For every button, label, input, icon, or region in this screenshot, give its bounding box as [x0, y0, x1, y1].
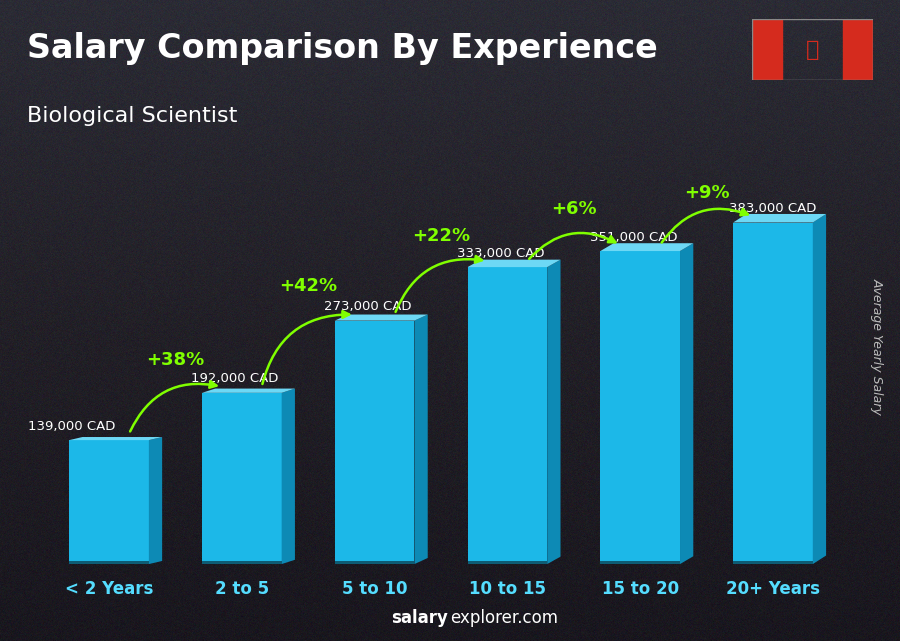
Text: 20+ Years: 20+ Years — [726, 581, 820, 599]
Polygon shape — [600, 243, 693, 251]
Text: +9%: +9% — [684, 184, 729, 202]
Text: 10 to 15: 10 to 15 — [469, 581, 546, 599]
Polygon shape — [69, 437, 162, 440]
Bar — [69, 561, 148, 564]
Text: +6%: +6% — [551, 200, 597, 218]
Text: +42%: +42% — [279, 277, 338, 295]
Bar — [468, 561, 547, 564]
Bar — [600, 561, 680, 564]
Text: salary: salary — [392, 609, 448, 627]
Bar — [202, 393, 282, 564]
Text: 273,000 CAD: 273,000 CAD — [324, 300, 411, 313]
Text: 351,000 CAD: 351,000 CAD — [590, 231, 678, 244]
Text: +22%: +22% — [412, 227, 470, 245]
Polygon shape — [335, 315, 428, 320]
Bar — [202, 561, 282, 564]
Polygon shape — [734, 214, 826, 222]
Text: 139,000 CAD: 139,000 CAD — [28, 420, 115, 433]
Text: < 2 Years: < 2 Years — [65, 581, 153, 599]
Text: Biological Scientist: Biological Scientist — [27, 106, 238, 126]
Bar — [752, 19, 782, 80]
Polygon shape — [282, 388, 295, 564]
Bar — [335, 320, 414, 564]
Polygon shape — [148, 437, 162, 564]
Text: 383,000 CAD: 383,000 CAD — [729, 202, 816, 215]
Polygon shape — [468, 260, 561, 267]
Text: 2 to 5: 2 to 5 — [215, 581, 269, 599]
Text: 15 to 20: 15 to 20 — [601, 581, 679, 599]
Polygon shape — [547, 260, 561, 564]
Text: Average Yearly Salary: Average Yearly Salary — [871, 278, 884, 415]
Text: Salary Comparison By Experience: Salary Comparison By Experience — [27, 32, 658, 65]
Bar — [734, 561, 813, 564]
Text: 333,000 CAD: 333,000 CAD — [457, 247, 544, 260]
Text: 192,000 CAD: 192,000 CAD — [192, 372, 279, 385]
Bar — [335, 561, 414, 564]
Text: 5 to 10: 5 to 10 — [342, 581, 408, 599]
Polygon shape — [680, 243, 693, 564]
Bar — [842, 19, 873, 80]
Bar — [600, 251, 680, 564]
Bar — [69, 440, 148, 564]
Polygon shape — [202, 388, 295, 393]
Text: explorer.com: explorer.com — [450, 609, 558, 627]
Polygon shape — [813, 214, 826, 564]
Text: +38%: +38% — [147, 351, 204, 369]
Bar — [734, 222, 813, 564]
Bar — [468, 267, 547, 564]
Text: 🍁: 🍁 — [806, 40, 819, 60]
Polygon shape — [414, 315, 427, 564]
